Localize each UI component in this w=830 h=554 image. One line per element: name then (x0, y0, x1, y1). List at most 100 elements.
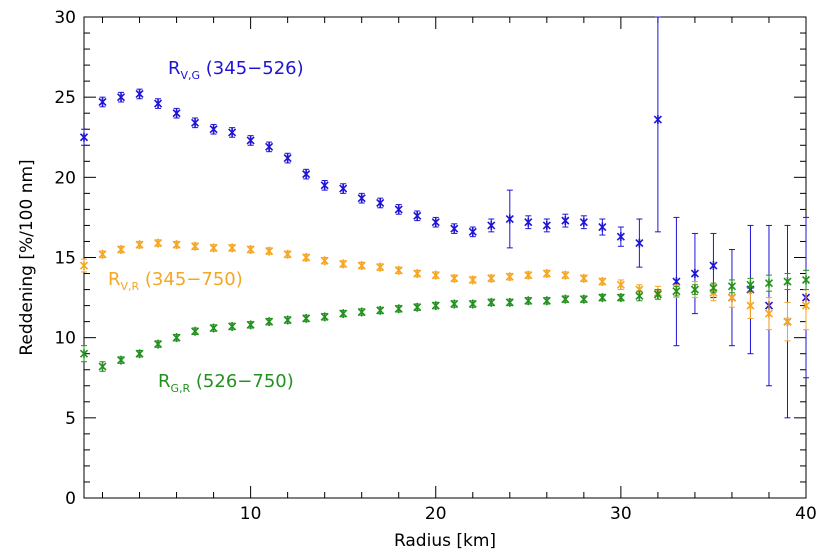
data-point (98, 97, 107, 107)
data-point (413, 269, 422, 279)
data-point (764, 309, 774, 319)
data-point (616, 280, 625, 290)
data-point (431, 301, 440, 311)
data-point (468, 275, 477, 285)
plot-frame (83, 16, 807, 499)
data-point (524, 270, 533, 280)
data-point (116, 355, 126, 365)
data-point (783, 317, 792, 327)
data-point (228, 127, 237, 137)
data-point (79, 261, 89, 271)
series-label-main: R (168, 58, 181, 79)
data-point (505, 297, 514, 307)
data-point (579, 273, 588, 283)
data-point (209, 124, 218, 134)
data-point (561, 294, 570, 304)
data-point (542, 220, 551, 230)
data-point (153, 238, 163, 248)
data-point (246, 320, 255, 330)
data-point (172, 333, 181, 343)
data-point (709, 283, 718, 293)
data-point (357, 307, 366, 317)
data-point (191, 241, 200, 251)
data-point (690, 285, 699, 295)
data-point (339, 184, 348, 194)
data-point (228, 243, 237, 253)
series-label-sub: G,R (171, 382, 191, 395)
data-point (376, 305, 385, 315)
data-point (135, 89, 144, 99)
data-point (394, 265, 403, 275)
data-point (191, 118, 200, 128)
data-point (801, 301, 811, 311)
data-point (283, 315, 292, 325)
data-point (302, 313, 311, 323)
data-point (672, 286, 681, 296)
data-point (468, 299, 477, 309)
y-tick-label: 25 (54, 88, 76, 108)
data-point (653, 115, 662, 125)
data-point (302, 253, 311, 262)
series-label-2: RG,R (526−750) (158, 371, 294, 395)
data-point (746, 280, 755, 290)
series-2 (79, 269, 811, 372)
data-point (320, 312, 329, 322)
data-point (635, 291, 644, 301)
data-point (801, 275, 811, 285)
data-point (394, 304, 403, 314)
y-tick-label: 15 (54, 249, 76, 269)
data-point (690, 269, 699, 279)
data-point (302, 169, 311, 179)
data-point (283, 153, 292, 163)
series-label-range: (345−526) (200, 58, 304, 79)
data-point (265, 246, 274, 256)
data-point (653, 289, 662, 299)
data-point (431, 217, 440, 227)
data-point (505, 214, 514, 224)
data-point (339, 309, 348, 319)
data-point (172, 108, 181, 118)
data-point (727, 293, 737, 303)
data-point (394, 204, 403, 214)
data-point (413, 302, 422, 312)
data-point (209, 243, 218, 253)
data-point (709, 261, 718, 271)
x-tick-label: 20 (425, 504, 447, 524)
data-point (228, 321, 237, 331)
series-label-sub: V,G (181, 69, 201, 82)
x-axis-title: Radius [km] (394, 531, 496, 551)
data-point (450, 224, 459, 234)
data-point (320, 180, 329, 190)
data-point (283, 249, 292, 259)
data-point (79, 132, 89, 142)
data-point (487, 273, 496, 283)
data-point (153, 99, 163, 109)
data-point (542, 269, 551, 279)
y-tick-label: 5 (65, 409, 76, 429)
data-point (246, 135, 255, 145)
series-label-range: (526−750) (190, 371, 294, 392)
data-point (246, 244, 255, 254)
data-point (357, 193, 366, 203)
y-tick-label: 10 (54, 329, 76, 349)
data-point (320, 256, 329, 266)
data-point (487, 220, 496, 230)
y-tick-label: 20 (54, 168, 76, 188)
data-point (598, 277, 607, 287)
y-tick-label: 0 (65, 489, 76, 509)
data-point (579, 217, 588, 227)
data-point (265, 317, 274, 327)
data-point (598, 222, 607, 232)
x-tick-label: 10 (240, 504, 262, 524)
data-point (635, 238, 644, 248)
x-tick-label: 40 (795, 504, 817, 524)
data-point (376, 262, 385, 272)
data-point (265, 142, 274, 152)
series-label-main: R (108, 269, 121, 290)
data-point (98, 249, 107, 259)
data-point (135, 240, 144, 250)
data-point (209, 323, 218, 333)
x-tick-label: 30 (610, 504, 632, 524)
series-label-sub: V,R (121, 280, 140, 293)
data-point (153, 339, 163, 349)
